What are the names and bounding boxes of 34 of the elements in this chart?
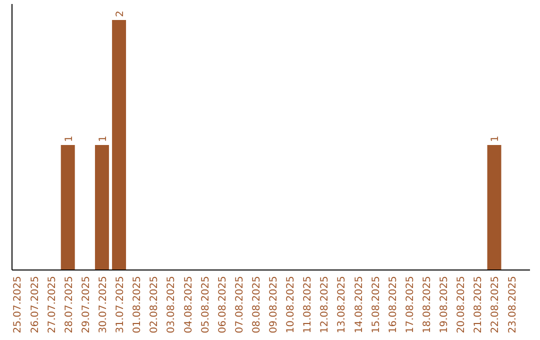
data-label: 1: [490, 136, 502, 142]
x-tick-label: 06.08.2025: [217, 276, 228, 334]
data-label: 1: [98, 136, 109, 142]
x-tick-label: 28.07.2025: [64, 276, 75, 334]
x-tick-label: 13.08.2025: [336, 276, 348, 334]
x-tick-label: 22.08.2025: [490, 276, 502, 334]
x-tick-label: 07.08.2025: [234, 276, 246, 334]
x-tick-label: 12.08.2025: [320, 276, 331, 334]
x-tick-label: 30.07.2025: [98, 276, 109, 334]
data-label: 2: [115, 10, 126, 17]
x-tick-label: 29.07.2025: [80, 276, 92, 334]
x-tick-label: 19.08.2025: [439, 276, 450, 334]
x-tick-label: 20.08.2025: [456, 276, 468, 334]
x-tick-label: 31.07.2025: [115, 276, 126, 334]
x-tick-label: 25.07.2025: [12, 276, 24, 334]
x-tick-label: 26.07.2025: [30, 276, 41, 334]
x-tick-label: 08.08.2025: [251, 276, 262, 334]
x-tick-label: 04.08.2025: [183, 276, 194, 334]
x-tick-label: 23.08.2025: [507, 276, 518, 334]
x-tick-label: 10.08.2025: [286, 276, 297, 334]
x-tick-label: 11.08.2025: [302, 276, 314, 334]
data-label: 1: [64, 136, 75, 142]
x-tick-label: 01.08.2025: [132, 276, 144, 334]
x-tick-label: 05.08.2025: [200, 276, 212, 334]
x-tick-label: 02.08.2025: [149, 276, 160, 334]
x-tick-label: 15.08.2025: [370, 276, 382, 334]
x-tick-label: 27.07.2025: [46, 276, 58, 334]
x-tick-label: 03.08.2025: [166, 276, 178, 334]
x-tick-label: 18.08.2025: [422, 276, 434, 334]
x-tick-label: 21.08.2025: [473, 276, 484, 334]
x-tick-label: 16.08.2025: [388, 276, 399, 334]
x-tick-label: 09.08.2025: [268, 276, 280, 334]
x-tick-label: 14.08.2025: [354, 276, 365, 334]
x-tick-label: 17.08.2025: [404, 276, 416, 334]
